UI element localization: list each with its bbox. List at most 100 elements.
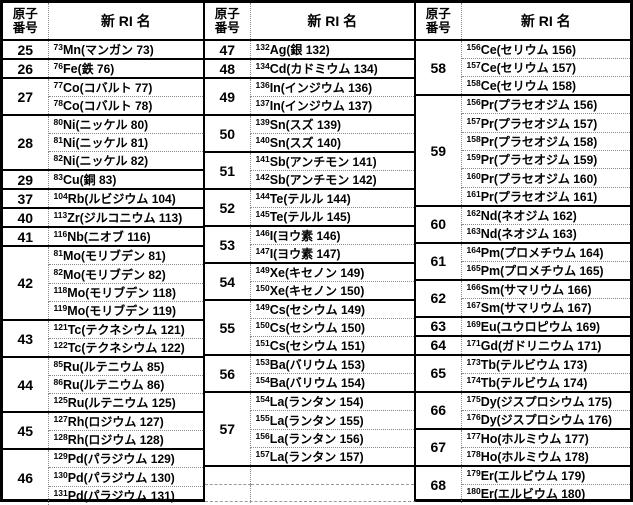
element-symbol: Pr [480,134,494,149]
atomic-number-cell: 49 [205,77,251,115]
mass-number: 121 [53,322,68,333]
mass-number: 78 [53,98,63,108]
isotope-cell: 154Laランタン 154 [250,391,414,411]
table-row: 4281Moモリブデン 81 [3,245,203,321]
isotope-label: テクネシウム 122 [81,341,184,355]
atomic-number-cell: 58 [416,38,462,96]
mass-number: 175 [466,393,481,404]
element-symbol: Ho [480,449,498,464]
isotope-label: ルテニウム 125 [84,396,175,410]
mass-number: 158 [466,133,481,144]
mass-number: 86 [53,377,63,388]
isotope-cell: 82Niニッケル 82 [48,151,203,171]
isotope-label: ランタン 156 [284,432,363,446]
isotope-label: サマリウム 167 [500,301,591,315]
table-row: 158Prプラセオジム 158 [416,131,630,151]
table-row: 45127Rhロジウム 127 [3,411,203,450]
mass-number: 82 [53,266,63,277]
isotope-label: 鉄 76 [78,62,115,76]
isotope-label: テクネシウム 121 [81,323,184,337]
isotope-cell: 121Tcテクネシウム 121 [48,319,203,339]
mass-number: 132 [255,42,270,52]
isotope-label: ニッケル 81 [75,136,148,150]
element-symbol: Mo [67,285,86,300]
element-symbol: Sb [269,173,286,187]
isotope-cell: 78Coコバルト 78 [48,96,203,115]
isotope-label: エルビウム 180 [494,487,585,501]
isotope-cell: 113Zrジルコニウム 113 [48,207,203,228]
mass-number: 176 [466,411,481,422]
isotope-cell: 175Dyジスプロシウム 175 [461,390,630,411]
atomic-number-cell: 26 [3,58,49,78]
element-symbol: Cu [62,173,80,188]
atomic-number-cell: 61 [416,241,462,280]
isotope-label: ランタン 154 [284,395,363,409]
isotope-cell: 129Pdパラジウム 129 [48,448,203,468]
element-symbol: Rh [67,415,85,430]
isotope-label: 銀 132 [286,43,329,57]
isotope-label: テルビウム 173 [496,358,587,372]
table-row: 60162Ndネオジム 162 [416,204,630,243]
element-symbol: Pr [480,116,494,131]
isotope-label: カドミウム 134 [286,62,377,76]
table-row: 156Laランタン 156 [205,428,414,448]
isotope-cell: 83Cu銅 83 [48,169,203,190]
element-symbol: Xe [269,266,285,280]
mass-number: 149 [255,302,270,312]
isotope-cell: 179Erエルビウム 179 [461,464,630,485]
element-symbol: Er [480,468,494,483]
element-symbol: Co [62,81,80,95]
isotope-label: スズ 140 [286,136,341,150]
atomic-number-cell: 41 [3,226,49,247]
mass-number: 156 [466,42,481,52]
element-symbol: In [269,81,281,95]
mass-number: 81 [53,135,63,146]
mass-number: 125 [53,395,68,406]
isotope-cell: 157Laランタン 157 [250,447,414,467]
atomic-number-cell: 46 [3,448,49,505]
element-symbol: Er [480,487,494,502]
table-row: 161Prプラセオジム 161 [416,186,630,206]
table-row: 67177Hoホルミウム 177 [416,427,630,466]
isotope-cell: 144Teテルル 144 [250,188,414,208]
mass-number: 149 [255,265,270,275]
isotope-label: ロジウム 127 [84,415,163,429]
isotope-cell: 178Hoホルミウム 178 [461,446,630,466]
table-row: 159Prプラセオジム 159 [416,150,630,169]
element-symbol: Ba [269,358,286,373]
atomic-number-cell: 27 [3,77,49,115]
mass-number: 156 [466,97,481,108]
isotope-cell: 137Inインジウム 137 [250,96,414,115]
mass-number: 122 [53,340,68,351]
isotope-cell: 80Niニッケル 80 [48,114,203,134]
mass-number: 150 [255,283,270,293]
table-row: 154Baバリウム 154 [205,373,414,393]
element-symbol: Ru [67,396,85,411]
mass-number: 173 [466,356,481,367]
element-symbol: Ho [480,431,498,446]
mass-number: 146 [255,228,270,238]
mass-number: 140 [255,135,270,145]
isotope-cell: 140Snスズ 140 [250,133,414,152]
element-symbol: Mo [67,304,86,319]
isotope-cell: 82Moモリブデン 82 [48,264,203,284]
isotope-cell: 85Ruルテニウム 85 [48,356,203,376]
isotope-cell: 159Prプラセオジム 159 [461,150,630,169]
mass-number: 134 [255,61,270,71]
table-row: 125Ruルテニウム 125 [3,393,203,413]
isotope-label: テルル 144 [283,192,350,206]
isotope-label: スズ 139 [286,118,341,132]
table-row: 86Ruルテニウム 86 [3,375,203,394]
isotope-cell: 177Hoホルミウム 177 [461,427,630,448]
element-symbol: Ni [62,118,76,132]
mass-number: 167 [466,299,481,310]
table-row: 43121Tcテクネシウム 121 [3,319,203,358]
mass-number: 119 [53,303,68,314]
mass-number: 157 [466,115,481,126]
table-row: 62166Smサマリウム 166 [416,278,630,317]
isotope-label: ニッケル 82 [75,154,148,168]
mass-number: 156 [255,430,270,441]
table-row: 48134Cdカドミウム 134 [205,58,414,78]
